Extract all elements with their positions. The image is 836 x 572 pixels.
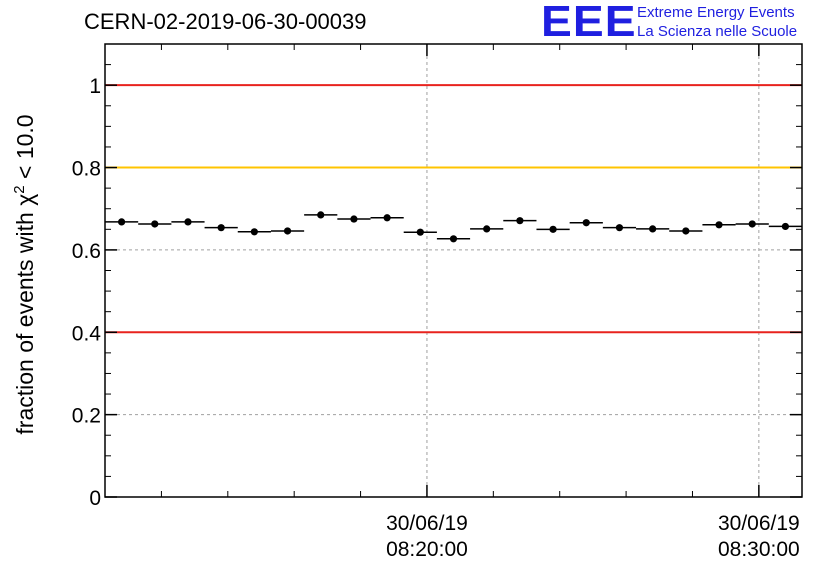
y-axis-label: fraction of events with χ2 < 10.0 (11, 114, 38, 434)
point-marker (283, 227, 292, 235)
point-marker (483, 225, 491, 233)
y-tick-label: 0.2 (72, 405, 101, 428)
point-marker (582, 219, 590, 227)
data-point (735, 220, 769, 228)
y-tick-label: 0 (89, 487, 101, 510)
data-point (768, 222, 802, 231)
logo-mark: EEE (541, 0, 637, 46)
point-marker (383, 214, 391, 222)
y-tick-label: 0.6 (72, 240, 101, 263)
data-point (602, 224, 637, 232)
data-point (337, 215, 371, 223)
point-marker (516, 217, 524, 225)
data-point (138, 220, 172, 228)
point-marker (549, 225, 557, 233)
x-tick-label-date: 30/06/19 (386, 512, 468, 535)
grid-layer (105, 44, 802, 497)
point-marker (117, 218, 126, 226)
data-point (304, 211, 338, 219)
point-marker (649, 225, 657, 233)
logo-line-2: La Scienza nelle Scuole (637, 23, 798, 40)
point-marker (682, 227, 690, 235)
y-tick-label: 1 (89, 75, 101, 98)
logo-line-1: Extreme Energy Events (637, 4, 795, 21)
point-marker (615, 224, 624, 232)
x-tick-label-time: 08:20:00 (386, 538, 468, 561)
x-tick-label-date: 30/06/19 (718, 512, 800, 535)
data-point (171, 218, 205, 226)
point-marker (184, 218, 192, 226)
data-point (370, 214, 404, 222)
axis-layer: 0 0.2 0.4 0.6 0.8 1 30/06/19 08:20:00 30/06/19 08… (72, 44, 802, 561)
point-marker (317, 211, 325, 219)
y-tick-label: 0.4 (72, 322, 102, 345)
threshold-layer (105, 84, 802, 334)
data-point (503, 217, 537, 225)
data-point (105, 218, 139, 226)
data-point (636, 225, 670, 233)
data-point (403, 228, 437, 236)
data-point (702, 221, 736, 229)
y-axis-label-main: fraction of events with χ (12, 194, 38, 435)
point-marker (217, 224, 225, 232)
data-point (436, 235, 471, 243)
data-point (569, 219, 603, 227)
point-marker (350, 215, 358, 223)
y-axis-label-threshold: < 10.0 (12, 114, 38, 185)
point-marker (715, 221, 723, 229)
y-axis-label-superscript: 2 (11, 185, 28, 193)
data-point (204, 224, 238, 232)
points-layer (105, 211, 802, 243)
chart-title: CERN-02-2019-06-30-00039 (84, 9, 367, 34)
point-marker (250, 228, 258, 236)
point-marker (449, 235, 458, 243)
point-marker (151, 220, 159, 228)
point-marker (416, 228, 424, 236)
y-tick-label: 0.8 (72, 158, 101, 181)
x-tick-label-time: 08:30:00 (718, 538, 800, 561)
point-marker (781, 222, 790, 231)
data-point (470, 225, 504, 233)
data-point (536, 225, 570, 233)
data-point (237, 228, 271, 236)
data-point (669, 227, 703, 235)
data-point (270, 227, 305, 235)
plot-frame (104, 43, 803, 498)
point-marker (748, 220, 756, 228)
